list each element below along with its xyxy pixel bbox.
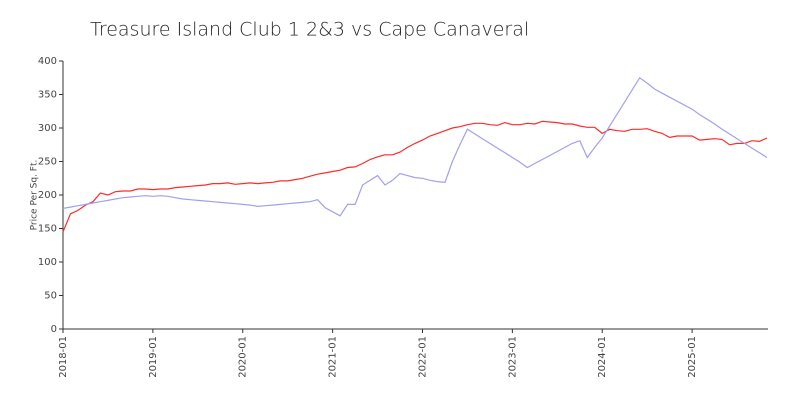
x-tick-label: 2024-01 [597,336,608,378]
y-tick-label: 50 [44,291,57,302]
x-tick-label: 2023-01 [507,336,518,378]
x-tick-label: 2022-01 [417,336,428,378]
chart-title: Treasure Island Club 1 2&3 vs Cape Canav… [90,19,529,41]
y-tick-label: 400 [38,56,57,67]
y-tick-label: 200 [38,190,57,201]
y-tick-label: 100 [38,257,57,268]
x-tick-label: 2025-01 [687,336,698,378]
x-tick-label: 2018-01 [58,336,69,378]
x-tick-label: 2019-01 [148,336,159,378]
y-tick-label: 0 [51,324,57,335]
y-tick-label: 300 [38,123,57,134]
line-series [62,76,768,217]
y-axis-label: Price Per Sq. Ft. [30,160,40,231]
y-tick-label: 150 [38,224,57,235]
x-tick-label: 2021-01 [328,336,339,378]
y-tick-label: 250 [38,157,57,168]
y-tick-label: 350 [38,90,57,101]
line-series [62,120,768,233]
x-tick-label: 2020-01 [238,336,249,378]
